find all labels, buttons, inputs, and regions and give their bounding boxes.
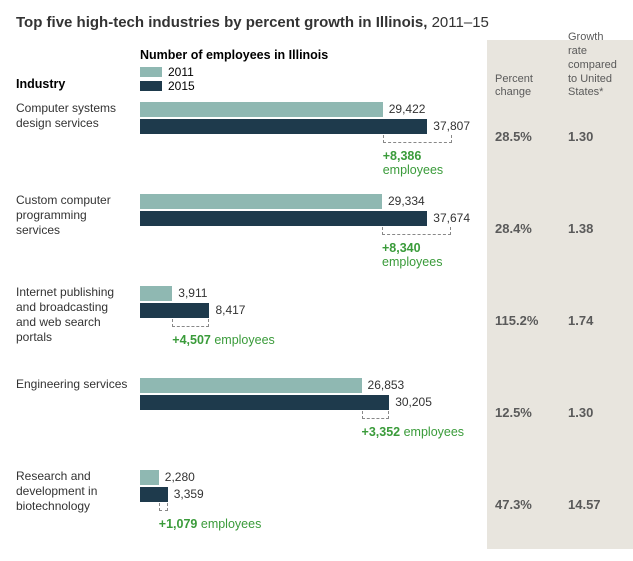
metrics-row: 115.2%1.74 — [487, 313, 633, 328]
value-2011: 3,911 — [178, 286, 207, 300]
diff-bracket — [382, 227, 451, 235]
diff-number: +8,340 — [382, 241, 421, 255]
bars-area: 3,9118,417+4,507 employees — [140, 279, 470, 318]
title-years: 2011–15 — [427, 14, 488, 31]
bar-2015 — [140, 395, 389, 410]
bar-2015 — [140, 303, 209, 318]
diff-unit: employees — [382, 255, 442, 269]
legend-2015: 2015 — [140, 79, 328, 93]
legend-2015-label: 2015 — [168, 79, 195, 93]
legend-2011: 2011 — [140, 65, 328, 79]
percent-change-value: 47.3% — [487, 497, 560, 512]
legend-title: Number of employees in Illinois — [140, 48, 328, 62]
bar-2011 — [140, 378, 362, 393]
bar-2011 — [140, 470, 159, 485]
bars-area: 2,2803,359+1,079 employees — [140, 463, 470, 502]
diff-bracket — [383, 135, 452, 143]
diff-unit: employees — [211, 333, 275, 347]
bar-2011 — [140, 286, 172, 301]
industry-label: Custom computer programming services — [16, 187, 140, 238]
bar-2011 — [140, 194, 382, 209]
chart-container: Percent change Growth rate compared to U… — [0, 0, 633, 559]
value-2015: 37,674 — [433, 211, 470, 225]
bars-area: 26,85330,205+3,352 employees — [140, 371, 470, 410]
industry-label: Engineering services — [16, 371, 140, 392]
diff-bracket — [362, 411, 390, 419]
industry-label: Research and development in biotechnolog… — [16, 463, 140, 514]
diff-label: +3,352 employees — [362, 425, 465, 439]
diff-bracket — [159, 503, 168, 511]
diff-label: +4,507 employees — [172, 333, 275, 347]
legend-2011-label: 2011 — [168, 65, 194, 79]
value-2011: 29,422 — [389, 102, 426, 116]
swatch-2015 — [140, 81, 162, 91]
metrics-row: 28.5%1.30 — [487, 129, 633, 144]
value-2015: 3,359 — [174, 487, 204, 501]
bar-2015 — [140, 211, 427, 226]
bars-area: 29,33437,674+8,340 employees — [140, 187, 470, 226]
diff-number: +4,507 — [172, 333, 211, 347]
value-2015: 8,417 — [215, 303, 245, 317]
value-2011: 26,853 — [368, 378, 405, 392]
value-2015: 30,205 — [395, 395, 432, 409]
bar-2015 — [140, 119, 427, 134]
growth-rate-value: 14.57 — [560, 497, 633, 512]
metrics-row: 28.4%1.38 — [487, 221, 633, 236]
growth-rate-value: 1.30 — [560, 129, 633, 144]
chart-title: Top five high-tech industries by percent… — [16, 14, 633, 31]
diff-unit: employees — [197, 517, 261, 531]
title-bold: Top five high-tech industries by percent… — [16, 14, 427, 31]
diff-number: +3,352 — [362, 425, 401, 439]
bars-area: 29,42237,807+8,386 employees — [140, 95, 470, 134]
industry-header: Industry — [16, 77, 140, 95]
growth-rate-value: 1.30 — [560, 405, 633, 420]
percent-change-value: 28.5% — [487, 129, 560, 144]
diff-bracket — [172, 319, 209, 327]
percent-change-value: 28.4% — [487, 221, 560, 236]
growth-rate-value: 1.74 — [560, 313, 633, 328]
diff-unit: employees — [400, 425, 464, 439]
industry-label: Internet publishing and broadcasting and… — [16, 279, 140, 345]
industry-label: Computer systems design services — [16, 95, 140, 131]
growth-rate-value: 1.38 — [560, 221, 633, 236]
value-2015: 37,807 — [433, 119, 470, 133]
metrics-row: 12.5%1.30 — [487, 405, 633, 420]
percent-change-value: 12.5% — [487, 405, 560, 420]
percent-change-value: 115.2% — [487, 313, 560, 328]
bar-2015 — [140, 487, 168, 502]
diff-label: +8,340 employees — [382, 241, 470, 269]
diff-number: +8,386 — [383, 149, 422, 163]
value-2011: 29,334 — [388, 194, 425, 208]
diff-number: +1,079 — [159, 517, 198, 531]
metrics-row: 47.3%14.57 — [487, 497, 633, 512]
bar-2011 — [140, 102, 383, 117]
diff-label: +1,079 employees — [159, 517, 262, 531]
value-2011: 2,280 — [165, 470, 195, 484]
swatch-2011 — [140, 67, 162, 77]
diff-unit: employees — [383, 163, 443, 177]
diff-label: +8,386 employees — [383, 149, 470, 177]
